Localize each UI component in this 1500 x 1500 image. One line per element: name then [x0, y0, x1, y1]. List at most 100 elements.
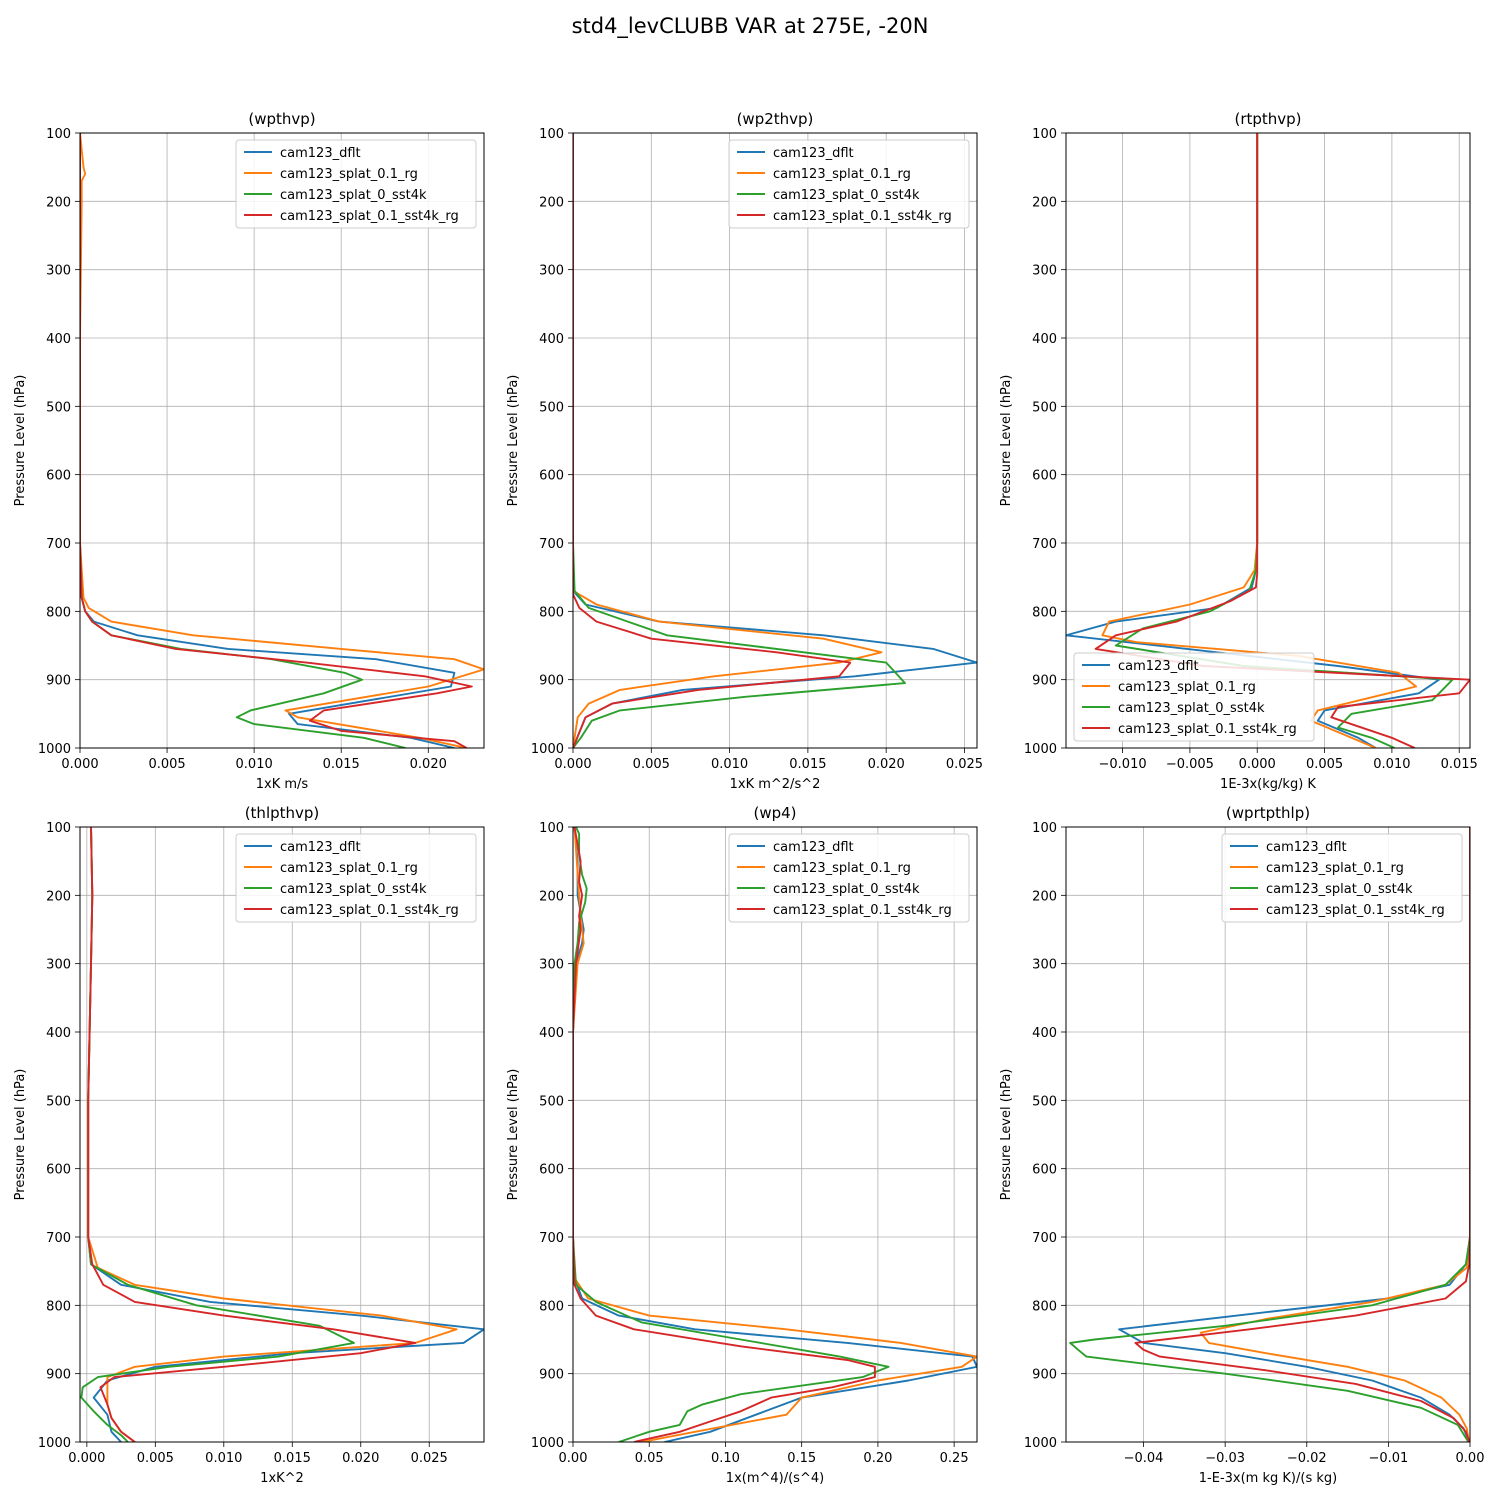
y-tick-label: 200 — [1032, 195, 1057, 210]
legend: cam123_dflt cam123_splat_0.1_rg cam123_spl… — [1221, 833, 1463, 923]
x-tick-label: 0.10 — [711, 1451, 740, 1466]
legend: cam123_dflt cam123_splat_0.1_rg cam123_spl… — [728, 833, 970, 923]
y-tick-label: 1000 — [1024, 1436, 1057, 1451]
y-tick-label: 100 — [1032, 127, 1057, 142]
x-tick-label: 0.020 — [342, 1451, 379, 1466]
series-line-cam123_splat_0.1_sst4k_rg — [573, 133, 852, 748]
legend-label: cam123_splat_0.1_sst4k_rg — [1118, 722, 1297, 737]
axes-frame — [572, 132, 978, 749]
y-tick-label: 700 — [46, 537, 71, 552]
legend-label: cam123_splat_0.1_sst4k_rg — [773, 209, 952, 224]
y-tick-label: 500 — [1032, 1094, 1057, 1109]
y-tick-label: 700 — [46, 1231, 71, 1246]
series-line-cam123_splat_0.1_sst4k_rg — [573, 827, 876, 1442]
y-tick-label: 1000 — [531, 1436, 564, 1451]
legend-box — [235, 139, 477, 229]
legend-label: cam123_dflt — [280, 840, 361, 855]
x-tick-label: 0.025 — [946, 757, 983, 772]
x-tick-label: 0.020 — [410, 757, 447, 772]
y-axis-label: Pressure Level (hPa) — [506, 1069, 521, 1201]
x-axis-label: 1-E-3x(m kg K)/(s kg) — [1199, 1471, 1337, 1486]
y-tick-label: 400 — [539, 332, 564, 347]
y-tick-label: 800 — [539, 1299, 564, 1314]
legend: cam123_dflt cam123_splat_0.1_rg cam123_spl… — [728, 139, 970, 229]
y-tick-label: 800 — [46, 605, 71, 620]
x-tick-label: 0.25 — [940, 1451, 969, 1466]
x-tick-label: 0.010 — [205, 1451, 242, 1466]
subplot-4: 0.000 0.005 0.010 0.015 0.020 0.025 100 200 300 4… — [13, 804, 485, 1486]
x-tick-label: 0.025 — [411, 1451, 448, 1466]
y-axis-label: Pressure Level (hPa) — [13, 375, 28, 507]
series-line-cam123_splat_0_sst4k — [1069, 827, 1470, 1442]
legend-label: cam123_splat_0.1_sst4k_rg — [280, 903, 459, 918]
y-tick-label: 1000 — [38, 742, 71, 757]
legend-label: cam123_splat_0_sst4k — [280, 882, 427, 897]
y-tick-label: 900 — [46, 1368, 71, 1383]
subplot-title: (wpthvp) — [248, 110, 315, 128]
y-tick-label: 1000 — [38, 1436, 71, 1451]
y-tick-label: 500 — [539, 400, 564, 415]
y-tick-label: 400 — [539, 1026, 564, 1041]
legend-label: cam123_dflt — [773, 146, 854, 161]
x-tick-label: 0.05 — [635, 1451, 664, 1466]
y-tick-label: 400 — [1032, 332, 1057, 347]
y-tick-label: 600 — [1032, 1163, 1057, 1178]
subplot-title: (rtpthvp) — [1234, 110, 1301, 128]
x-tick-label: 0.000 — [554, 757, 591, 772]
legend-label: cam123_splat_0.1_rg — [773, 861, 911, 876]
y-tick-label: 900 — [1032, 1368, 1057, 1383]
x-axis-label: 1xK^2 — [260, 1471, 304, 1486]
axes-frame — [1065, 826, 1471, 1443]
legend-label: cam123_splat_0.1_sst4k_rg — [1266, 903, 1445, 918]
series-line-cam123_splat_0.1_rg — [573, 133, 883, 748]
y-tick-label: 100 — [46, 127, 71, 142]
series-line-cam123_splat_0_sst4k — [573, 827, 890, 1442]
legend-label: cam123_splat_0.1_rg — [280, 167, 418, 182]
series-line-cam123_splat_0.1_rg — [80, 133, 484, 748]
subplot-5: 0.00 0.05 0.10 0.15 0.20 0.25 100 200 300 400 500 6… — [506, 804, 978, 1486]
subplot-1: 0.000 0.005 0.010 0.015 0.020 100 200 300 400 500… — [13, 110, 485, 792]
legend-label: cam123_splat_0_sst4k — [280, 188, 427, 203]
x-axis-label: 1x(m^4)/(s^4) — [726, 1471, 824, 1486]
y-tick-label: 500 — [1032, 400, 1057, 415]
x-tick-label: −0.04 — [1124, 1451, 1164, 1466]
legend-box — [1221, 833, 1463, 923]
legend-label: cam123_splat_0.1_rg — [1266, 861, 1404, 876]
y-tick-label: 200 — [46, 195, 71, 210]
y-tick-label: 800 — [539, 605, 564, 620]
y-tick-label: 800 — [1032, 605, 1057, 620]
x-tick-label: 0.005 — [633, 757, 670, 772]
legend-label: cam123_dflt — [773, 840, 854, 855]
y-tick-label: 800 — [1032, 1299, 1057, 1314]
y-tick-label: 900 — [539, 674, 564, 689]
x-tick-label: −0.01 — [1368, 1451, 1408, 1466]
x-tick-label: −0.02 — [1287, 1451, 1327, 1466]
x-tick-label: 0.20 — [863, 1451, 892, 1466]
legend-label: cam123_splat_0_sst4k — [773, 188, 920, 203]
legend: cam123_dflt cam123_splat_0.1_rg cam123_spl… — [1073, 652, 1315, 742]
subplot-title: (thlpthvp) — [245, 804, 320, 822]
legend-box — [235, 833, 477, 923]
legend-label: cam123_splat_0.1_sst4k_rg — [280, 209, 459, 224]
y-tick-label: 900 — [46, 674, 71, 689]
series-line-cam123_splat_0.1_rg — [1199, 827, 1470, 1442]
x-tick-label: 0.000 — [68, 1451, 105, 1466]
y-tick-label: 600 — [539, 469, 564, 484]
axes-frame — [79, 826, 485, 1443]
y-tick-label: 500 — [46, 1094, 71, 1109]
x-axis-label: 1xK m/s — [256, 777, 309, 792]
y-tick-label: 700 — [539, 537, 564, 552]
x-tick-label: 0.00 — [559, 1451, 588, 1466]
y-tick-label: 800 — [46, 1299, 71, 1314]
legend: cam123_dflt cam123_splat_0.1_rg cam123_spl… — [235, 139, 477, 229]
x-tick-label: 0.00 — [1456, 1451, 1485, 1466]
x-tick-label: 0.000 — [1239, 757, 1276, 772]
legend-label: cam123_splat_0.1_rg — [773, 167, 911, 182]
x-tick-label: −0.010 — [1099, 757, 1147, 772]
subplot-title: (wp4) — [753, 804, 796, 822]
x-axis-label: 1xK m^2/s^2 — [730, 777, 821, 792]
y-tick-label: 600 — [1032, 469, 1057, 484]
series-line-cam123_splat_0.1_sst4k_rg — [87, 827, 417, 1442]
y-tick-label: 400 — [46, 1026, 71, 1041]
legend-box — [728, 139, 970, 229]
